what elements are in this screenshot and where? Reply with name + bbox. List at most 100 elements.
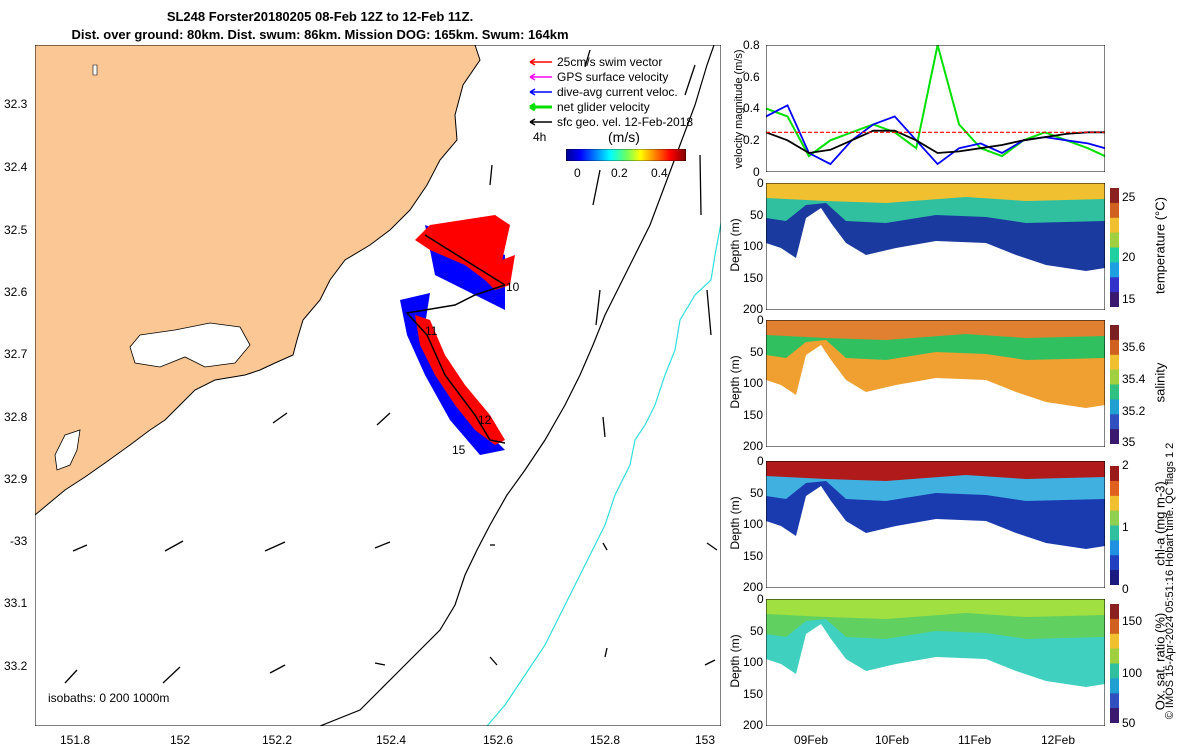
colorbar-tick: 0.2 xyxy=(611,166,628,180)
colorbar-segment xyxy=(1110,277,1119,293)
lon-tick: 151.8 xyxy=(60,733,91,747)
colorbar-segment xyxy=(1110,217,1119,234)
colorbar-segment xyxy=(1110,292,1119,307)
colorbar-segment xyxy=(1110,495,1119,512)
lake xyxy=(129,322,251,368)
depth-tick: 200 xyxy=(743,718,764,732)
colorbar-segment xyxy=(1110,618,1119,635)
legend-item: dive-avg current veloc. xyxy=(557,85,678,99)
lon-tick: 152 xyxy=(170,733,191,747)
depth-tick: 150 xyxy=(743,270,764,285)
colorbar-segment xyxy=(1110,525,1119,541)
variable-label: temperature (°C) xyxy=(1152,197,1168,294)
colorbar-1 xyxy=(1110,188,1119,307)
map-plot xyxy=(35,45,721,726)
glider-track xyxy=(405,234,506,444)
lake xyxy=(92,64,98,76)
depth-label: Depth (m) xyxy=(728,634,742,688)
title-line-1: SL248 Forster20180205 08-Feb 12Z to 12-F… xyxy=(166,9,474,24)
depth-label: Depth (m) xyxy=(728,496,742,550)
lat-tick: 32.8 xyxy=(4,410,28,424)
colorbar-tick: 35.6 xyxy=(1122,340,1146,354)
depth-tick: 200 xyxy=(743,580,764,594)
colorbar-segment xyxy=(1110,633,1119,650)
depth-tick: 100 xyxy=(743,655,764,669)
colorbar-tick: 150 xyxy=(1122,614,1143,628)
colorbar-tick: 35.2 xyxy=(1122,404,1146,418)
lon-tick: 153 xyxy=(695,733,716,747)
isobath-200m xyxy=(319,45,715,726)
vel-y-tick: 0 xyxy=(753,165,760,179)
colorbar-tick: 15 xyxy=(1122,292,1136,306)
depth-tick: 150 xyxy=(743,686,764,701)
track-label: 15 xyxy=(452,443,466,457)
vel-y-tick: 0.2 xyxy=(743,133,760,147)
colorbar-segment xyxy=(1110,325,1119,341)
lat-tick: 32.4 xyxy=(4,160,28,174)
heatmap-surface-layer xyxy=(766,183,1105,203)
depth-tick: 200 xyxy=(743,439,764,453)
geostrophic-arrows xyxy=(64,49,718,684)
depth-tick: 0 xyxy=(757,176,764,190)
heatmap-panel-2 xyxy=(766,320,1105,447)
depth-tick: 100 xyxy=(743,517,764,531)
colorbar-segment xyxy=(1110,247,1119,263)
legend-item: net glider velocity xyxy=(557,100,650,114)
lat-tick: 32.6 xyxy=(4,285,28,299)
track-label: 10 xyxy=(506,280,520,294)
title-line-2: Dist. over ground: 80km. Dist. swum: 86k… xyxy=(71,27,569,42)
vel-y-tick: 0.4 xyxy=(743,101,760,115)
time-tick: 09Feb xyxy=(794,733,829,747)
colorbar-tick: 0 xyxy=(1122,582,1129,596)
red-swath-2 xyxy=(475,255,515,290)
lon-tick: 152.6 xyxy=(483,733,514,747)
depth-tick: 150 xyxy=(743,548,764,563)
legend-item: 25cm/s swim vector xyxy=(557,55,663,69)
depth-tick: 0 xyxy=(757,454,764,468)
heatmap-surface-layer xyxy=(766,320,1105,340)
legend-swatches xyxy=(529,58,552,126)
colorbar-segment xyxy=(1110,678,1119,694)
depth-tick: 50 xyxy=(750,623,764,638)
colorbar-tick: 35.4 xyxy=(1122,372,1146,386)
series-line-sfc-geo-vel- xyxy=(766,129,1105,154)
heatmap-surface-layer xyxy=(766,599,1105,619)
legend-interval: 4h xyxy=(533,130,547,144)
vel-y-tick: 0.6 xyxy=(743,70,760,84)
velocity-plot xyxy=(766,45,1105,172)
colorbar-segment xyxy=(1110,399,1119,415)
colorbar-segment xyxy=(1110,232,1119,248)
speed-colorbar xyxy=(566,149,686,161)
colorbar-tick: 1 xyxy=(1122,520,1129,534)
red-swath xyxy=(415,215,510,280)
track-label: 11 xyxy=(425,324,438,338)
heatmap-panel-1 xyxy=(766,183,1105,310)
lon-tick: 152.2 xyxy=(262,733,293,747)
lat-tick: 32.7 xyxy=(4,347,28,361)
lake xyxy=(54,429,81,471)
colorbar-tick: 2 xyxy=(1122,458,1129,472)
land-mass xyxy=(35,45,481,516)
heatmap-panel-3 xyxy=(766,461,1105,588)
colorbar-segment xyxy=(1110,429,1119,444)
colorbar-segment xyxy=(1110,693,1119,709)
colorbar-tick: 20 xyxy=(1122,250,1136,264)
isobath-1000m xyxy=(486,222,721,726)
colorbar-tick: 0 xyxy=(574,166,581,180)
colorbar-segment xyxy=(1110,555,1119,571)
isobaths-label: isobaths: 0 200 1000m xyxy=(48,691,170,705)
depth-tick: 0 xyxy=(757,313,764,327)
colorbar-segment xyxy=(1110,570,1119,585)
colorbar-segment xyxy=(1110,354,1119,371)
colorbar-segment xyxy=(1110,339,1119,356)
depth-tick: 0 xyxy=(757,592,764,606)
depth-tick: 50 xyxy=(750,485,764,500)
colorbar-segment xyxy=(1110,466,1119,482)
depth-label: Depth (m) xyxy=(728,355,742,409)
colorbar-segment xyxy=(1110,414,1119,430)
lon-tick: 152.8 xyxy=(590,733,621,747)
vel-ylabel: velocity magnitude (m/s) xyxy=(733,49,745,169)
colorbar-segment xyxy=(1110,648,1119,664)
colorbar-segment xyxy=(1110,663,1119,679)
legend-item: sfc geo. vel. 12-Feb-2018 xyxy=(557,115,694,129)
